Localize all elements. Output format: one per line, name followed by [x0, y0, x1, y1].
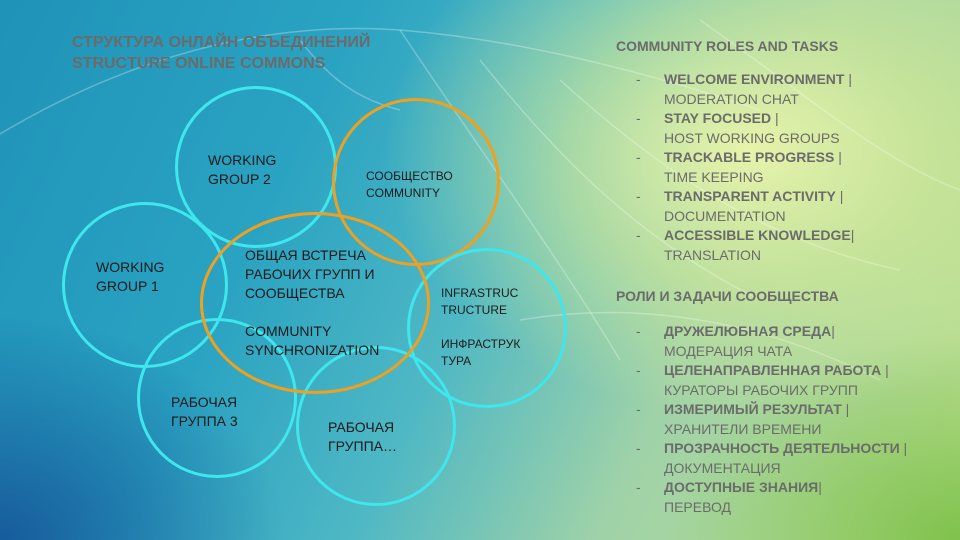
list-item: - ИЗМЕРИМЫЙ РЕЗУЛЬТАТ | ХРАНИТЕЛИ ВРЕМЕНИ	[636, 401, 850, 437]
list-item: - ПРОЗРАЧНОСТЬ ДЕЯТЕЛЬНОСТИ | ДОКУМЕНТАЦИЯ	[636, 440, 908, 476]
list-item: - TRANSPARENT ACTIVITY | DOCUMENTATION	[636, 188, 844, 224]
roles-en-list: - WELCOME ENVIRONMENT | MODERATION CHAT -S…	[616, 70, 854, 265]
roles-en-section: COMMUNITY ROLES AND TASKS - WELCOME ENVIR…	[616, 38, 854, 265]
label-infrastructure: INFRASTRUC TRUCTURE ИНФРАСТРУК ТУРА	[441, 286, 521, 368]
list-item: - ЦЕЛЕНАПРАВЛЕННАЯ РАБОТА | КУРАТОРЫ РАБОЧ…	[636, 362, 889, 398]
label-working-group-1: WORKING GROUP 1	[96, 259, 165, 294]
list-item: - ACCESSIBLE KNOWLEDGE| TRANSLATION	[636, 227, 855, 263]
list-item: - ДОСТУПНЫЕ ЗНАНИЯ| ПЕРЕВОД	[636, 479, 822, 515]
label-community-sync: ОБЩАЯ ВСТРЕЧА РАБОЧИХ ГРУПП И СООБЩЕСТВА…	[245, 247, 380, 358]
label-community: СООБЩЕСТВО COMMUNITY	[366, 169, 453, 200]
roles-ru-list: - ДРУЖЕЛЮБНАЯ СРЕДА| МОДЕРАЦИЯ ЧАТА - ЦЕЛЕН…	[616, 322, 907, 517]
title-line-ru: СТРУКТУРА ОНЛАЙН ОБЪЕДИНЕНИЙ	[72, 34, 371, 51]
list-item: - ДРУЖЕЛЮБНАЯ СРЕДА| МОДЕРАЦИЯ ЧАТА	[636, 323, 835, 359]
list-item: - STAY FOCUSED | HOST WORKING GROUPS	[636, 110, 840, 146]
title-line-en: STRUCTURE ONLINE COMMONS	[72, 55, 326, 72]
list-item: - TRACKABLE PROGRESS | TIME KEEPING	[636, 149, 842, 185]
slide-title: СТРУКТУРА ОНЛАЙН ОБЪЕДИНЕНИЙ STRUCTURE O…	[72, 32, 370, 74]
roles-ru-section: РОЛИ И ЗАДАЧИ СООБЩЕСТВА - ДРУЖЕЛЮБНАЯ СР…	[616, 288, 907, 517]
list-item: - WELCOME ENVIRONMENT | MODERATION CHAT	[636, 71, 852, 107]
label-working-group-2: WORKING GROUP 2	[208, 152, 277, 187]
roles-en-title: COMMUNITY ROLES AND TASKS	[616, 38, 839, 54]
label-group-3: РАБОЧАЯ ГРУППА 3	[171, 394, 238, 429]
circle-community-sync	[200, 212, 430, 394]
roles-ru-title: РОЛИ И ЗАДАЧИ СООБЩЕСТВА	[616, 288, 839, 304]
label-group-n: РАБОЧАЯ ГРУППА…	[328, 419, 397, 454]
